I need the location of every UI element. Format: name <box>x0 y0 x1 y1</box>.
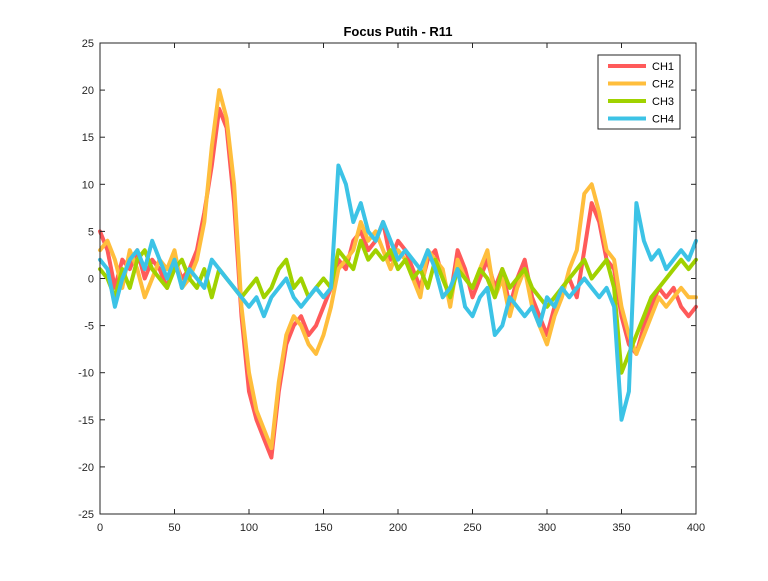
legend-label-ch3: CH3 <box>652 96 674 108</box>
x-tick-label: 200 <box>389 522 407 534</box>
legend-label-ch4: CH4 <box>652 114 674 126</box>
x-tick-label: 400 <box>687 522 705 534</box>
legend-label-ch1: CH1 <box>652 61 674 73</box>
y-tick-label: 0 <box>88 274 94 286</box>
x-tick-label: 0 <box>97 522 103 534</box>
series-layer <box>98 88 698 460</box>
chart-title: Focus Putih - R11 <box>343 24 452 39</box>
x-tick-label: 50 <box>168 522 180 534</box>
legend: CH1 CH2 CH3 CH4 <box>597 54 681 130</box>
x-tick-label: 150 <box>314 522 332 534</box>
y-tick-label: 20 <box>82 85 94 97</box>
x-tick-label: 350 <box>612 522 630 534</box>
y-tick-label: -15 <box>78 415 94 427</box>
y-tick-label: -25 <box>78 509 94 521</box>
series-line-ch4 <box>98 163 698 422</box>
y-tick-label: -5 <box>84 321 94 333</box>
y-tick-label: 10 <box>82 179 94 191</box>
y-tick-label: 25 <box>82 38 94 50</box>
series-line-ch2 <box>98 88 698 451</box>
y-tick-label: 15 <box>82 132 94 144</box>
legend-label-ch2: CH2 <box>652 79 674 91</box>
x-tick-label: 250 <box>463 522 481 534</box>
y-tick-label: 5 <box>88 226 94 238</box>
axes-layer: 0 50 100 150 200 250 300 350 400 -25 -20 -15 -10 -5 0 5… <box>78 38 705 534</box>
x-tick-label: 300 <box>538 522 556 534</box>
y-tick-label: -10 <box>78 368 94 380</box>
y-tick-label: -20 <box>78 462 94 474</box>
x-tick-label: 100 <box>240 522 258 534</box>
